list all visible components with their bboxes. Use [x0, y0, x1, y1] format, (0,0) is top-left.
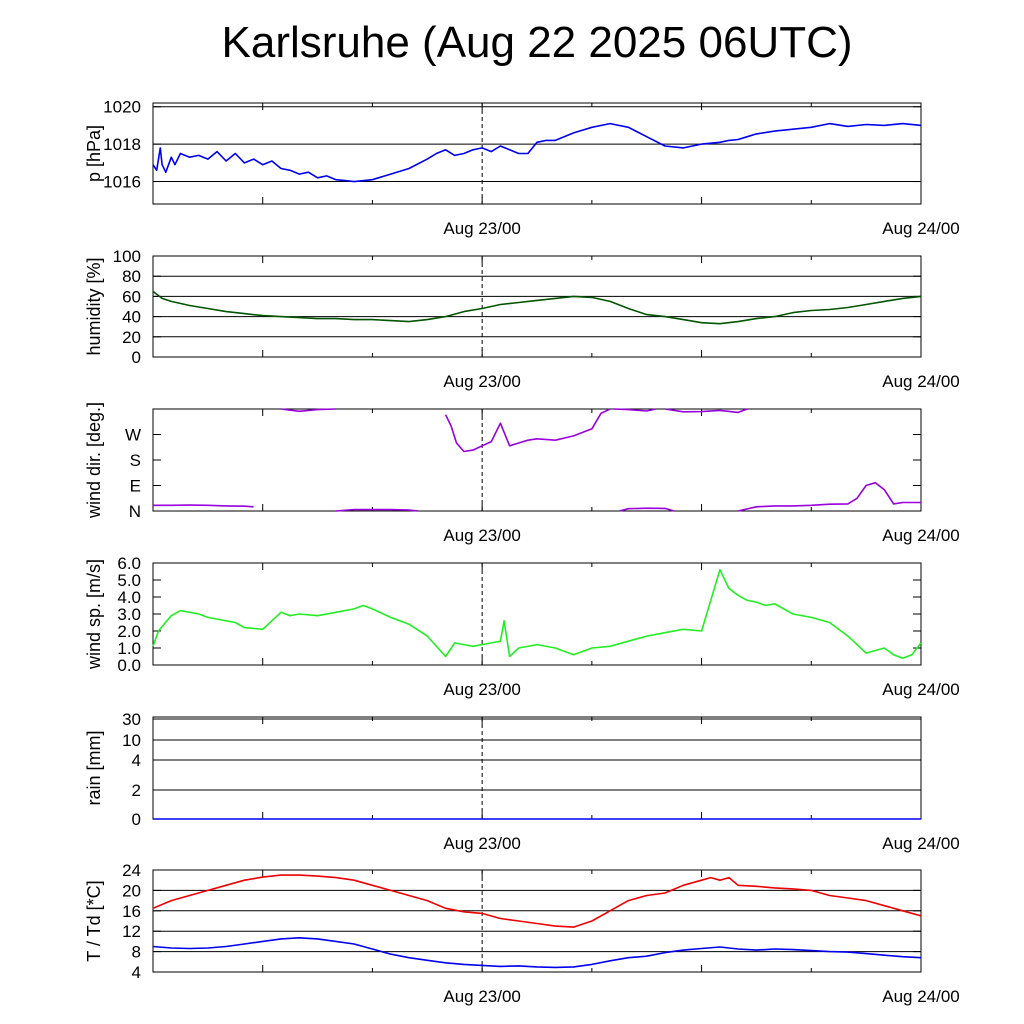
x-tick-label: Aug 24/00	[882, 219, 960, 238]
series-line-0	[152, 290, 922, 325]
y-tick-label: 24	[122, 861, 141, 880]
series-line-0	[152, 874, 922, 928]
plot-frame	[152, 255, 922, 358]
series-line-4	[613, 408, 657, 412]
plot-frame	[152, 102, 922, 205]
series-line-0	[152, 568, 922, 660]
panel-3: 0.01.02.03.04.05.06.0 wind sp. [m/s] Aug 2…	[84, 554, 960, 699]
series-line-0	[153, 504, 254, 508]
y-axis-label: wind sp. [m/s]	[84, 559, 104, 670]
y-tick-label: W	[125, 426, 141, 445]
y-tick-label: 1.0	[117, 639, 141, 658]
y-tick-label: 20	[122, 881, 141, 900]
series-line-2	[335, 508, 419, 512]
y-tick-label: 3.0	[117, 605, 141, 624]
plot-frame	[152, 562, 922, 666]
y-tick-label: 80	[122, 267, 141, 286]
x-tick-label: Aug 23/00	[443, 680, 521, 699]
y-tick-label: 5.0	[117, 571, 141, 590]
x-tick-label: Aug 24/00	[882, 987, 960, 1006]
y-tick-label: 0.0	[117, 656, 141, 675]
y-tick-label: 10	[122, 731, 141, 750]
plot-frame	[152, 869, 922, 973]
y-tick-label: 1020	[103, 98, 141, 117]
y-tick-label: 8	[132, 943, 141, 962]
y-tick-label: 60	[122, 287, 141, 306]
y-tick-label: 12	[122, 922, 141, 941]
y-tick-label: 1018	[103, 135, 141, 154]
x-tick-label: Aug 24/00	[882, 680, 960, 699]
x-tick-label: Aug 23/00	[443, 219, 521, 238]
series-line-0	[152, 122, 922, 183]
series-line-3	[444, 408, 611, 453]
y-tick-label: 4	[132, 963, 141, 982]
x-tick-label: Aug 23/00	[443, 987, 521, 1006]
x-tick-label: Aug 24/00	[882, 526, 960, 545]
y-tick-label: 1016	[103, 173, 141, 192]
series-line-5	[664, 408, 748, 414]
y-tick-label: 0	[132, 348, 141, 367]
y-axis-label: humidity [%]	[84, 257, 104, 355]
plot-frame	[152, 716, 922, 820]
y-tick-label: 30	[122, 710, 141, 729]
series-line-7	[737, 481, 921, 512]
y-tick-label: E	[130, 477, 141, 496]
series-line-6	[619, 507, 675, 512]
y-tick-label: 4.0	[117, 588, 141, 607]
panel-4: 0 2 410 30 rain [mm] Aug 23/00 Aug 24/00	[84, 710, 960, 853]
y-axis-label: rain [mm]	[84, 730, 104, 805]
series-line-1	[152, 936, 922, 969]
x-tick-label: Aug 24/00	[882, 372, 960, 391]
y-axis-label: p [hPa]	[84, 125, 104, 182]
y-tick-label: 0	[132, 810, 141, 829]
y-tick-label: 4	[132, 751, 141, 770]
y-tick-label: N	[129, 502, 141, 521]
y-tick-label: 2	[132, 781, 141, 800]
y-axis-label: T / Td [*C]	[84, 880, 104, 961]
y-tick-label: 16	[122, 902, 141, 921]
chart-title: Karlsruhe (Aug 22 2025 06UTC)	[221, 18, 853, 67]
y-tick-label: 20	[122, 328, 141, 347]
plot-frame	[152, 408, 922, 512]
x-tick-label: Aug 23/00	[443, 526, 521, 545]
y-tick-label: 100	[113, 247, 141, 266]
x-tick-label: Aug 23/00	[443, 372, 521, 391]
x-tick-label: Aug 23/00	[443, 834, 521, 853]
y-axis-label: wind dir. [deg.]	[84, 402, 104, 519]
y-tick-label: 40	[122, 308, 141, 327]
series-line-1	[280, 408, 336, 413]
y-tick-label: S	[130, 451, 141, 470]
panel-0: 1016 1018 1020 p [hPa] Aug 23/00 Aug 24/00	[84, 98, 960, 238]
y-tick-label: 6.0	[117, 554, 141, 573]
x-tick-label: Aug 24/00	[882, 834, 960, 853]
y-tick-label: 2.0	[117, 622, 141, 641]
